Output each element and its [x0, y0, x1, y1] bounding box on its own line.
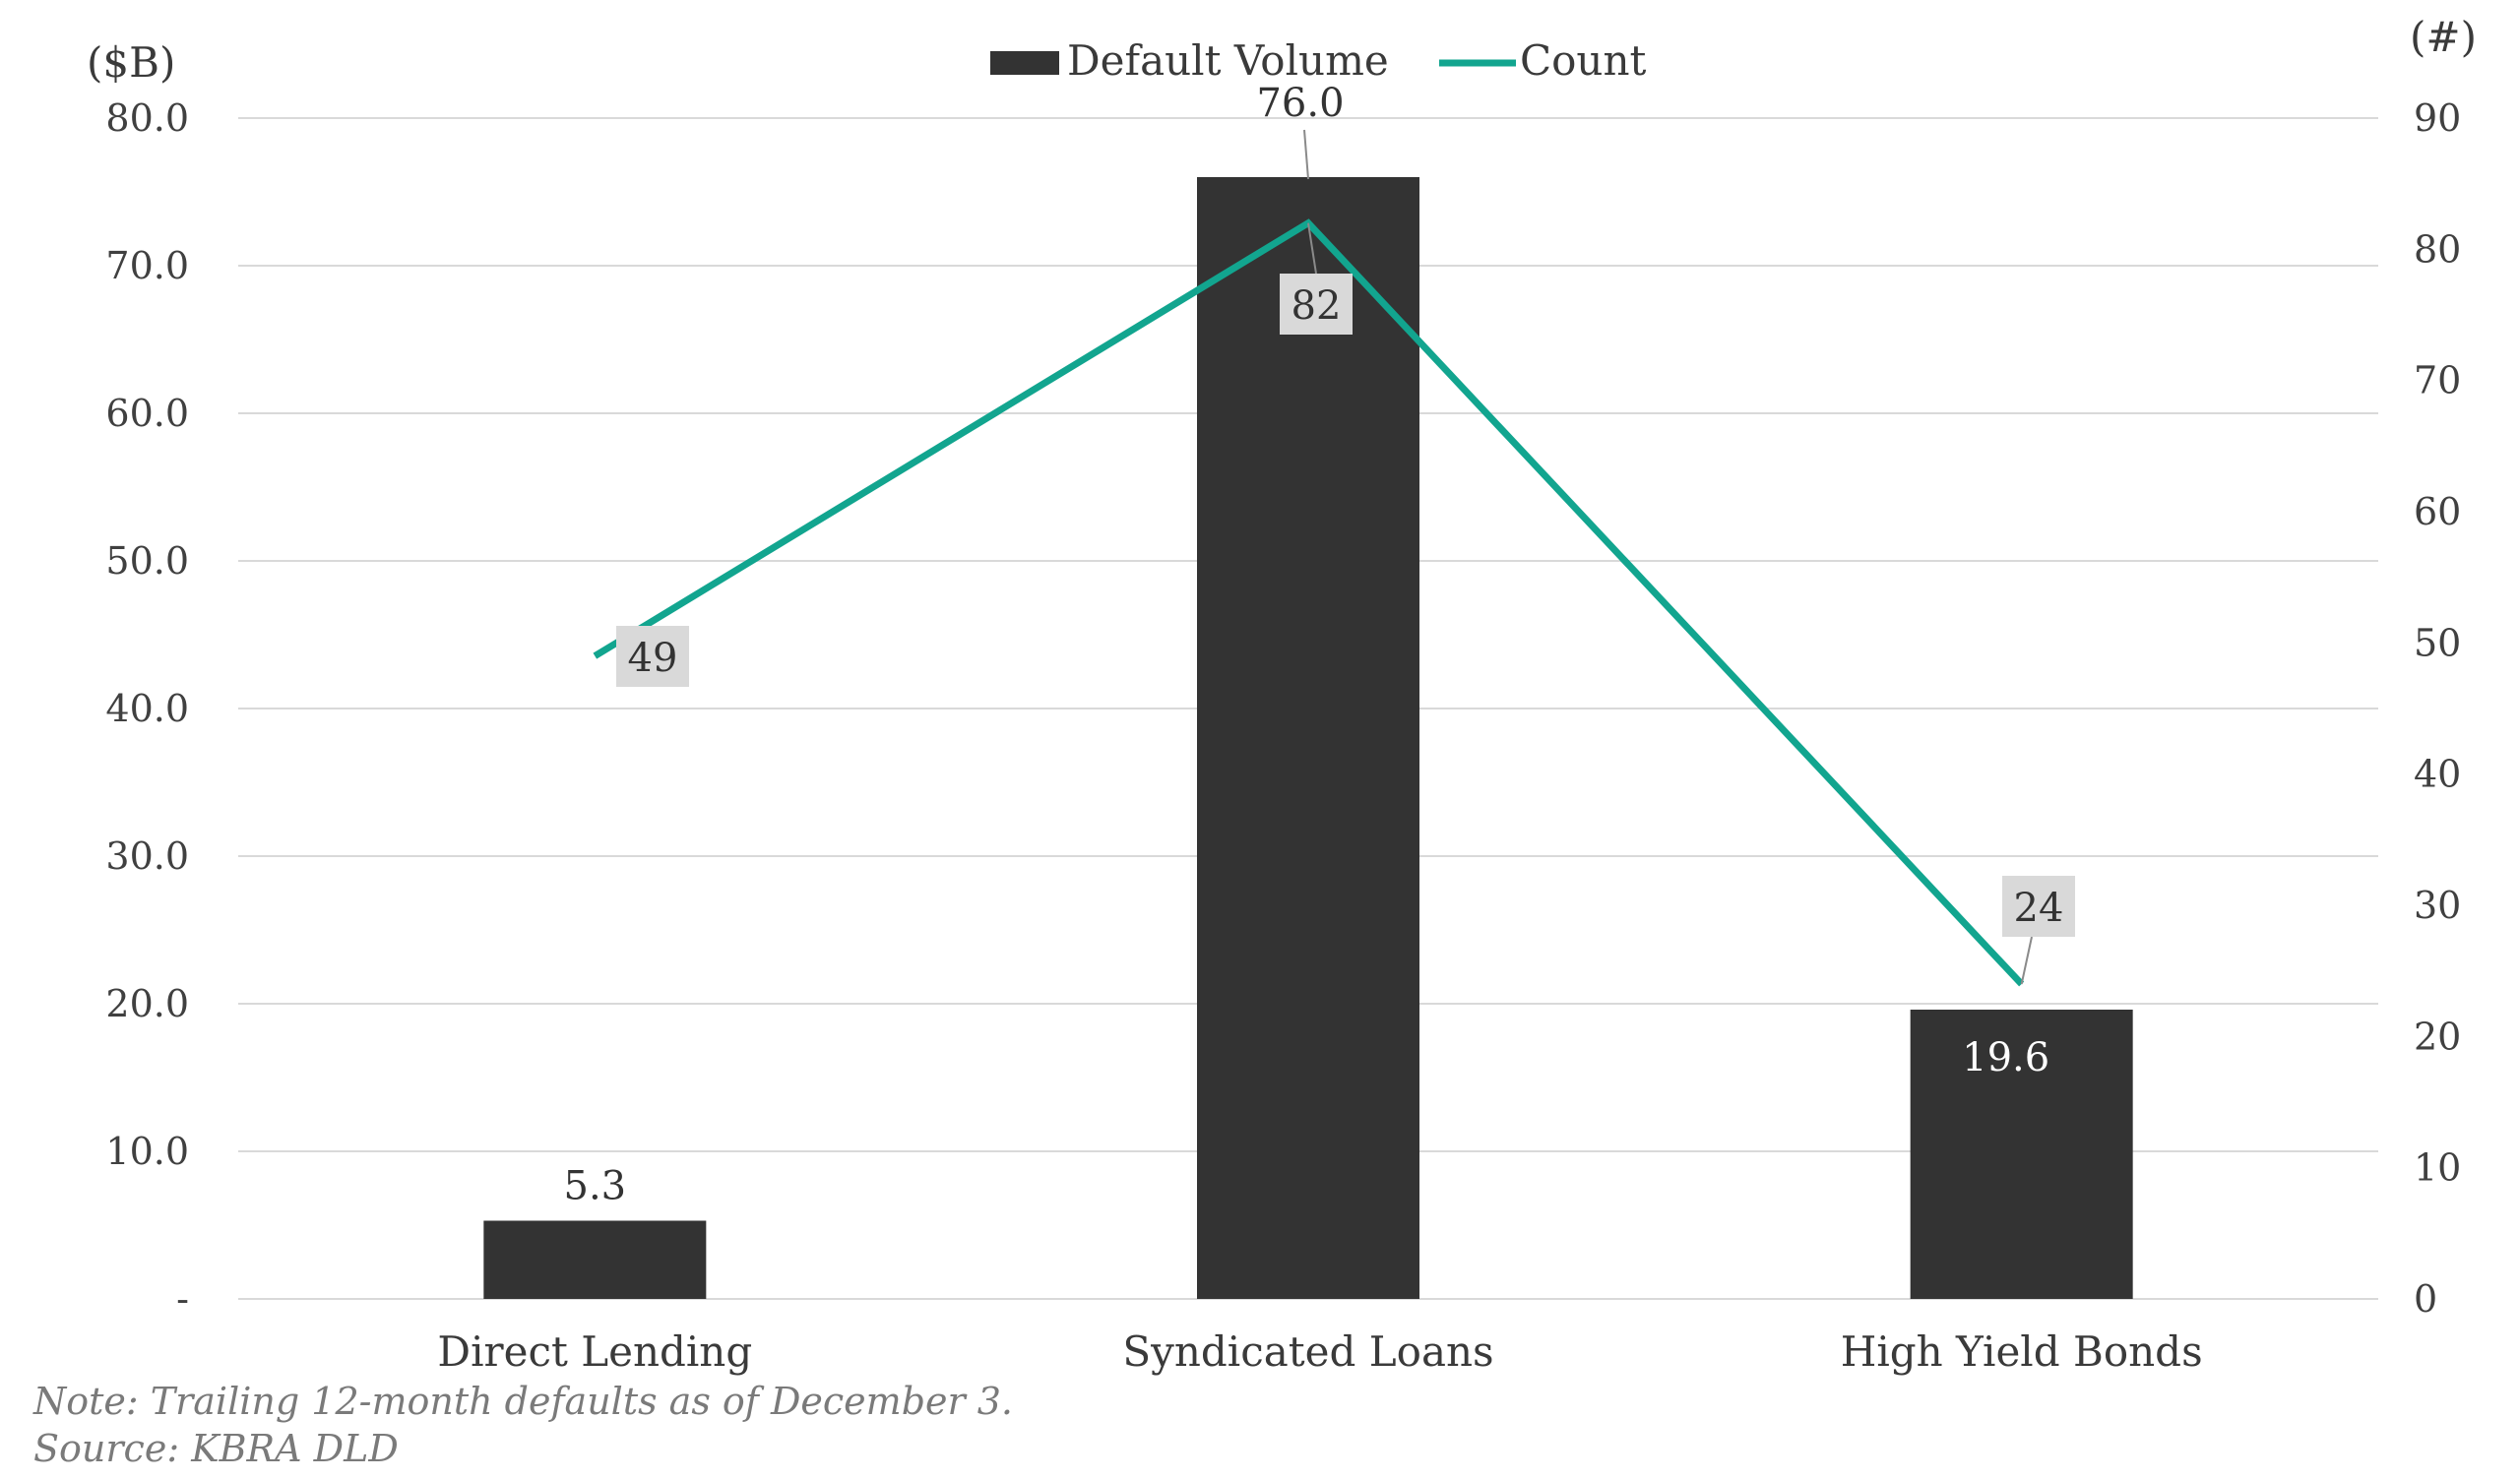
right-tick-label: 20: [2414, 1015, 2461, 1058]
right-tick-label: 80: [2414, 227, 2461, 271]
bar-value-label: 19.6: [1962, 1035, 2049, 1080]
right-tick-label: 40: [2414, 753, 2461, 796]
bar-value-label: 5.3: [564, 1164, 627, 1209]
data-labels: 5.3 76.0 19.6 49 82 24: [564, 81, 2075, 1209]
right-axis: 0 10 20 30 40 50 60 70 80 90 (#): [2410, 13, 2477, 1321]
bar: [483, 1220, 707, 1299]
bar-value-label: 76.0: [1256, 81, 1344, 126]
left-tick-label: 70.0: [105, 244, 189, 287]
count-label-leader: [1307, 222, 1317, 275]
legend-swatch-default-volume: [990, 51, 1059, 75]
count-value-label: 82: [1292, 283, 1342, 329]
right-axis-unit: (#): [2410, 13, 2477, 61]
left-axis: - 10.0 20.0 30.0 40.0 50.0 60.0 70.0 80.0 ($B): [87, 38, 189, 1321]
left-tick-label: -: [176, 1277, 189, 1321]
left-tick-label: 30.0: [105, 834, 189, 878]
left-tick-label: 80.0: [105, 96, 189, 140]
bar: [1197, 177, 1419, 1299]
right-tick-label: 0: [2414, 1277, 2437, 1321]
right-tick-label: 30: [2414, 884, 2461, 927]
left-tick-label: 60.0: [105, 392, 189, 435]
bar-label-leader: [1303, 129, 1309, 180]
category-label: Direct Lending: [437, 1327, 752, 1376]
left-tick-label: 20.0: [105, 982, 189, 1025]
category-label: Syndicated Loans: [1122, 1327, 1493, 1376]
count-value-label: 49: [628, 636, 678, 681]
right-tick-label: 60: [2414, 490, 2461, 533]
left-tick-label: 40.0: [105, 687, 189, 730]
right-tick-label: 50: [2414, 621, 2461, 664]
legend-label-count: Count: [1520, 36, 1647, 85]
count-label-leader: [2020, 936, 2033, 985]
right-tick-label: 90: [2414, 96, 2461, 140]
bar: [1910, 1010, 2133, 1299]
count-value-label: 24: [2014, 886, 2064, 931]
right-tick-label: 10: [2414, 1146, 2461, 1190]
count-label-box: [616, 626, 689, 687]
count-label-box: [1280, 274, 1353, 335]
right-tick-label: 70: [2414, 359, 2461, 402]
category-axis: Direct Lending Syndicated Loans High Yield…: [437, 1327, 2202, 1376]
bar-series: [483, 177, 2133, 1299]
legend: Default Volume Count: [990, 36, 1647, 85]
chart-note: Note: Trailing 12-month defaults as of D…: [33, 1380, 1014, 1423]
legend-label-default-volume: Default Volume: [1067, 36, 1389, 85]
left-tick-label: 10.0: [105, 1130, 189, 1173]
chart-source: Source: KBRA DLD: [33, 1427, 399, 1470]
left-tick-label: 50.0: [105, 539, 189, 583]
category-label: High Yield Bonds: [1841, 1327, 2203, 1376]
count-label-box: [2002, 876, 2075, 937]
left-axis-unit: ($B): [87, 38, 175, 87]
